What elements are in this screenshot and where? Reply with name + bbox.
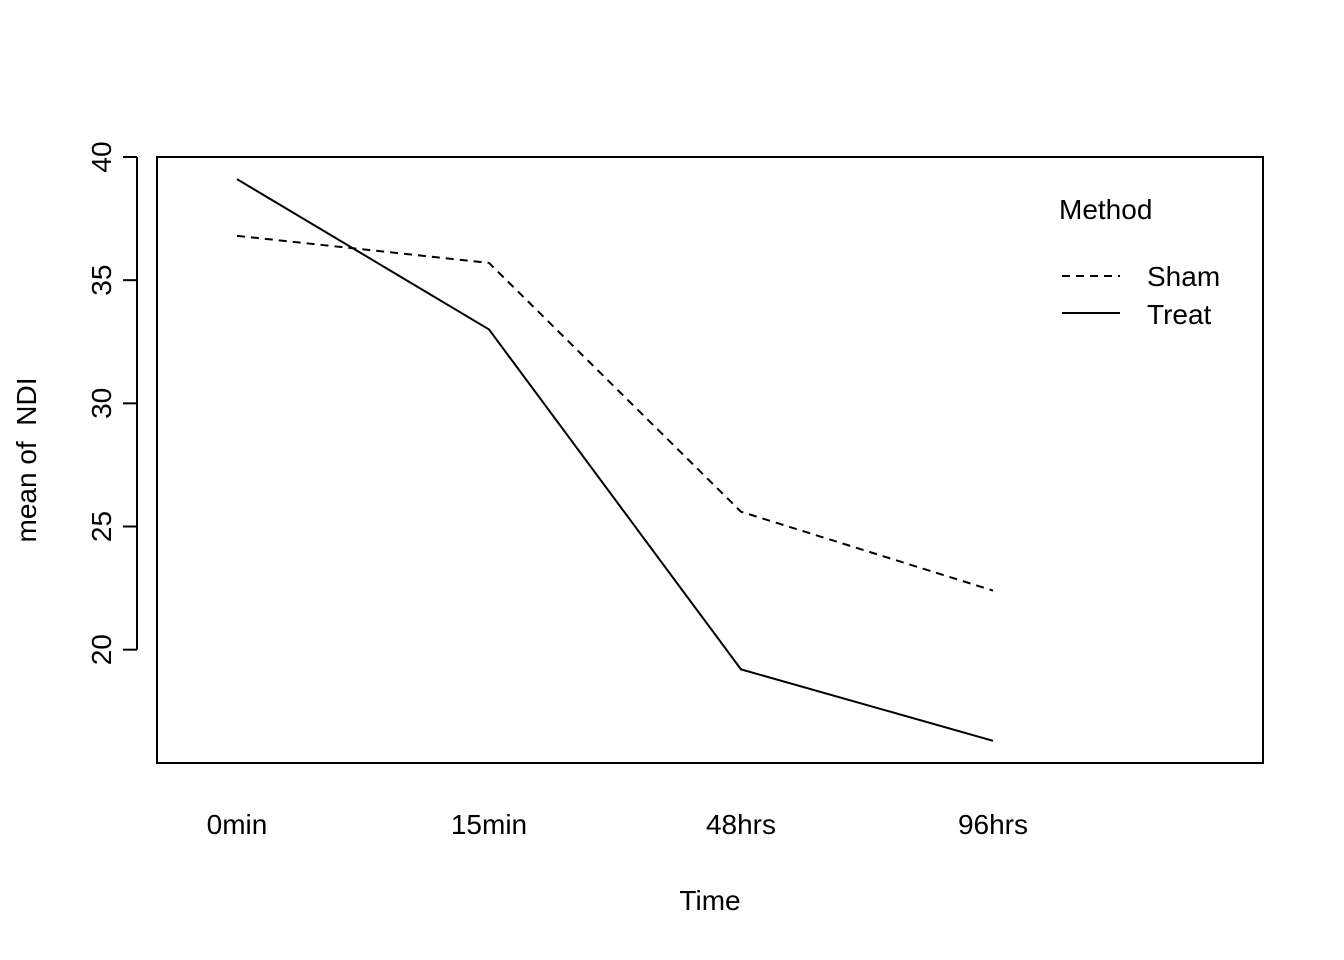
plot-frame [156, 156, 1264, 764]
legend-label-sham: Sham [1147, 261, 1220, 292]
y-axis: 20 25 30 35 40 [86, 141, 138, 665]
x-tick-label: 96hrs [958, 809, 1028, 840]
y-axis-title: mean of NDI [11, 378, 42, 543]
x-tick-label: 48hrs [706, 809, 776, 840]
series-line-sham [236, 234, 994, 592]
legend-label-treat: Treat [1147, 299, 1212, 330]
y-tick-label: 20 [86, 634, 117, 665]
y-tick-label: 35 [86, 265, 117, 296]
legend: Method Sham Treat [1059, 194, 1220, 330]
x-axis-title: Time [679, 885, 740, 916]
y-tick-label: 25 [86, 511, 117, 542]
legend-title: Method [1059, 194, 1152, 225]
y-tick-label: 40 [86, 141, 117, 172]
x-tick-label: 0min [207, 809, 268, 840]
series-line-treat [236, 178, 994, 742]
x-axis: 0min 15min 48hrs 96hrs [207, 809, 1028, 840]
series-layer [236, 178, 994, 742]
y-tick-label: 30 [86, 388, 117, 419]
x-tick-label: 15min [451, 809, 527, 840]
